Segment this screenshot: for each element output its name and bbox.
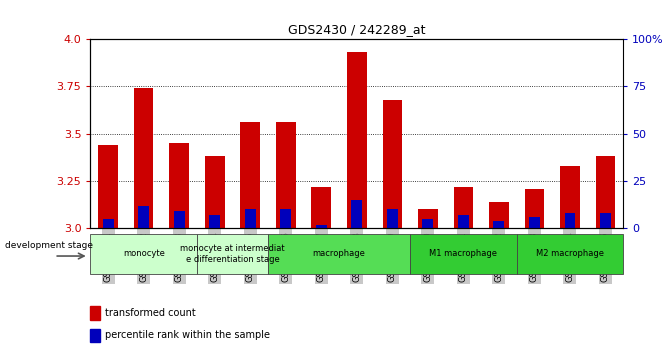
Text: M1 macrophage: M1 macrophage: [429, 250, 497, 258]
Bar: [281, 210, 291, 228]
Bar: [458, 215, 468, 228]
Bar: [174, 211, 184, 228]
Bar: [489, 202, 509, 228]
Bar: [90, 307, 100, 320]
Text: M2 macrophage: M2 macrophage: [536, 250, 604, 258]
Bar: [454, 187, 473, 228]
Bar: [268, 234, 410, 274]
Bar: [410, 234, 517, 274]
Bar: [517, 234, 623, 274]
Bar: [210, 215, 220, 228]
Bar: [596, 156, 615, 228]
Bar: [205, 156, 224, 228]
Bar: [134, 88, 153, 228]
Bar: [90, 329, 100, 342]
Bar: [170, 143, 189, 228]
Text: percentile rank within the sample: percentile rank within the sample: [105, 330, 271, 341]
Bar: [276, 122, 295, 228]
Bar: [383, 99, 402, 228]
Bar: [241, 122, 260, 228]
Bar: [316, 224, 326, 228]
Bar: [347, 52, 366, 228]
Bar: [418, 210, 438, 228]
Text: macrophage: macrophage: [313, 250, 365, 258]
Text: development stage: development stage: [5, 240, 92, 250]
Bar: [600, 213, 610, 228]
Bar: [103, 219, 113, 228]
Text: monocyte: monocyte: [123, 250, 165, 258]
Bar: [494, 221, 504, 228]
Bar: [529, 217, 539, 228]
Bar: [565, 213, 575, 228]
Bar: [90, 234, 197, 274]
Bar: [423, 219, 433, 228]
Text: transformed count: transformed count: [105, 308, 196, 318]
Bar: [197, 234, 268, 274]
Bar: [560, 166, 580, 228]
Bar: [312, 187, 331, 228]
Bar: [525, 189, 544, 228]
Title: GDS2430 / 242289_at: GDS2430 / 242289_at: [288, 23, 425, 36]
Text: monocyte at intermediat
e differentiation stage: monocyte at intermediat e differentiatio…: [180, 244, 285, 264]
Bar: [352, 200, 362, 228]
Bar: [245, 210, 255, 228]
Bar: [387, 210, 397, 228]
Bar: [98, 145, 118, 228]
Bar: [139, 206, 149, 228]
